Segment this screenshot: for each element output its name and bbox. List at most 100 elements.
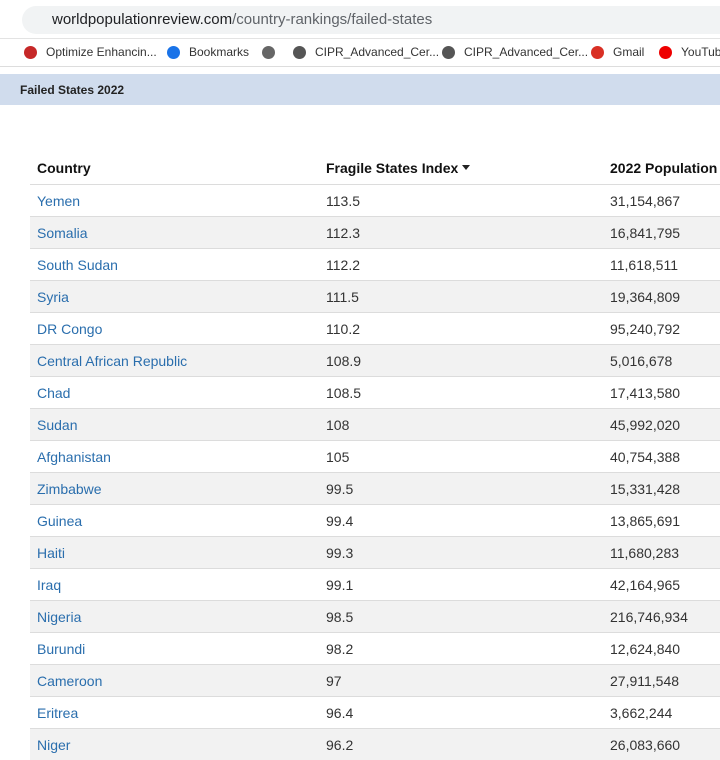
cell: 97 bbox=[326, 673, 342, 689]
country-link[interactable]: Haiti bbox=[37, 545, 66, 561]
bookmark[interactable]: YouTube bbox=[681, 45, 720, 59]
cell: 105 bbox=[326, 449, 350, 465]
sort-arrow bbox=[462, 165, 470, 174]
table-row: South Sudan 112.2 11,618,511 bbox=[30, 248, 720, 280]
bookmark[interactable]: CIPR_Advanced_Cer... bbox=[315, 45, 440, 59]
address-bar: worldpopulationreview.com/country-rankin… bbox=[0, 0, 720, 39]
cell: 216,746,934 bbox=[610, 609, 688, 625]
cell: 95,240,792 bbox=[610, 321, 681, 337]
table-row: Central African Republic 108.9 5,016,678 bbox=[30, 344, 720, 376]
bookmarks-bar: Optimize Enhancin... Bookmarks CIPR_Advanc… bbox=[0, 38, 720, 67]
cell: 11,618,511 bbox=[610, 257, 678, 273]
country-link[interactable]: Chad bbox=[37, 385, 71, 401]
cell: 99.4 bbox=[326, 513, 354, 529]
table-row: Chad 108.5 17,413,580 bbox=[30, 376, 720, 408]
cell: 96.4 bbox=[326, 705, 354, 721]
cell: 27,911,548 bbox=[610, 673, 680, 689]
table-row: Afghanistan 105 40,754,388 bbox=[30, 440, 720, 472]
cell: 31,154,867 bbox=[610, 193, 681, 209]
country-link[interactable]: Burundi bbox=[37, 641, 86, 657]
table-row: Yemen 113.5 31,154,867 bbox=[30, 184, 720, 216]
bookmark[interactable]: CIPR_Advanced_Cer... bbox=[464, 45, 589, 59]
url-field[interactable]: worldpopulationreview.com/country-rankin… bbox=[22, 6, 720, 34]
country-link[interactable]: Central African Republic bbox=[37, 353, 188, 369]
bookmark-icon bbox=[167, 46, 180, 59]
cell: 15,331,428 bbox=[610, 481, 681, 497]
country-link[interactable]: Syria bbox=[37, 289, 69, 305]
cell: 111.5 bbox=[326, 289, 359, 305]
bookmark-icon bbox=[591, 46, 604, 59]
cell: 99.5 bbox=[326, 481, 354, 497]
cell: 99.1 bbox=[326, 577, 354, 593]
cell: 113.5 bbox=[326, 193, 360, 209]
bookmark-icon bbox=[659, 46, 672, 59]
cell: 99.3 bbox=[326, 545, 354, 561]
country-link[interactable]: Somalia bbox=[37, 225, 88, 241]
section-header: Failed States 2022 bbox=[0, 74, 720, 105]
cell: 3,662,244 bbox=[610, 705, 673, 721]
table-row: Zimbabwe 99.5 15,331,428 bbox=[30, 472, 720, 504]
bookmark[interactable]: Optimize Enhancin... bbox=[46, 45, 157, 59]
country-link[interactable]: DR Congo bbox=[37, 321, 103, 337]
url-path: /country-rankings/failed-states bbox=[232, 11, 433, 28]
table-row: Somalia 112.3 16,841,795 bbox=[30, 216, 720, 248]
table-row: Syria 111.5 19,364,809 bbox=[30, 280, 720, 312]
bookmark-icon bbox=[442, 46, 455, 59]
table: Country Fragile States Index 2022 Populati… bbox=[30, 152, 720, 760]
table-header: Country Fragile States Index 2022 Populati… bbox=[30, 152, 720, 184]
table-row: Niger 96.2 26,083,660 bbox=[30, 728, 720, 760]
section-title: Failed States 2022 bbox=[20, 83, 125, 97]
cell: 110.2 bbox=[326, 321, 360, 337]
table-row: DR Congo 110.2 95,240,792 bbox=[30, 312, 720, 344]
country-link[interactable]: Cameroon bbox=[37, 673, 103, 689]
table-row: Cameroon 97 27,911,548 bbox=[30, 664, 720, 696]
country-link[interactable]: Iraq bbox=[37, 577, 62, 593]
cell: 11,680,283 bbox=[610, 545, 680, 561]
cell: 98.2 bbox=[326, 641, 354, 657]
cell: 42,164,965 bbox=[610, 577, 681, 593]
cell: 108.9 bbox=[326, 353, 362, 369]
cell: 26,083,660 bbox=[610, 737, 681, 753]
cell: 96.2 bbox=[326, 737, 354, 753]
bookmark[interactable]: Bookmarks bbox=[189, 45, 250, 59]
cell: 13,865,691 bbox=[610, 513, 681, 529]
cell: 40,754,388 bbox=[610, 449, 681, 465]
cell: 17,413,580 bbox=[610, 385, 681, 401]
country-link[interactable]: Nigeria bbox=[37, 609, 82, 625]
country-link[interactable]: Yemen bbox=[37, 193, 81, 209]
table-row: Burundi 98.2 12,624,840 bbox=[30, 632, 720, 664]
column-header: 2022 Population bbox=[610, 160, 718, 176]
country-link[interactable]: Niger bbox=[37, 737, 71, 753]
table-row: Guinea 99.4 13,865,691 bbox=[30, 504, 720, 536]
column-header: Country bbox=[37, 160, 91, 176]
url-domain: worldpopulationreview.com bbox=[52, 11, 233, 28]
cell: 16,841,795 bbox=[610, 225, 681, 241]
country-link[interactable]: Zimbabwe bbox=[37, 481, 102, 497]
cell: 108 bbox=[326, 417, 350, 433]
table-row: Haiti 99.3 11,680,283 bbox=[30, 536, 720, 568]
country-link[interactable]: Sudan bbox=[37, 417, 78, 433]
cell: 108.5 bbox=[326, 385, 362, 401]
bookmark-icon bbox=[293, 46, 306, 59]
bookmark-icon bbox=[262, 46, 275, 59]
table-row: Eritrea 96.4 3,662,244 bbox=[30, 696, 720, 728]
cell: 112.3 bbox=[326, 225, 360, 241]
cell: 45,992,020 bbox=[610, 417, 681, 433]
bookmark-icon bbox=[24, 46, 37, 59]
cell: 112.2 bbox=[326, 257, 360, 273]
cell: 19,364,809 bbox=[610, 289, 681, 305]
table-row: Nigeria 98.5 216,746,934 bbox=[30, 600, 720, 632]
country-link[interactable]: South Sudan bbox=[37, 257, 118, 273]
cell: 5,016,678 bbox=[610, 353, 673, 369]
cell: 12,624,840 bbox=[610, 641, 681, 657]
cell: 98.5 bbox=[326, 609, 354, 625]
column-header[interactable]: Fragile States Index bbox=[326, 160, 459, 176]
table-row: Sudan 108 45,992,020 bbox=[30, 408, 720, 440]
bookmark[interactable]: Gmail bbox=[613, 45, 645, 59]
country-link[interactable]: Afghanistan bbox=[37, 449, 111, 465]
table-row: Iraq 99.1 42,164,965 bbox=[30, 568, 720, 600]
country-link[interactable]: Guinea bbox=[37, 513, 83, 529]
country-link[interactable]: Eritrea bbox=[37, 705, 79, 721]
